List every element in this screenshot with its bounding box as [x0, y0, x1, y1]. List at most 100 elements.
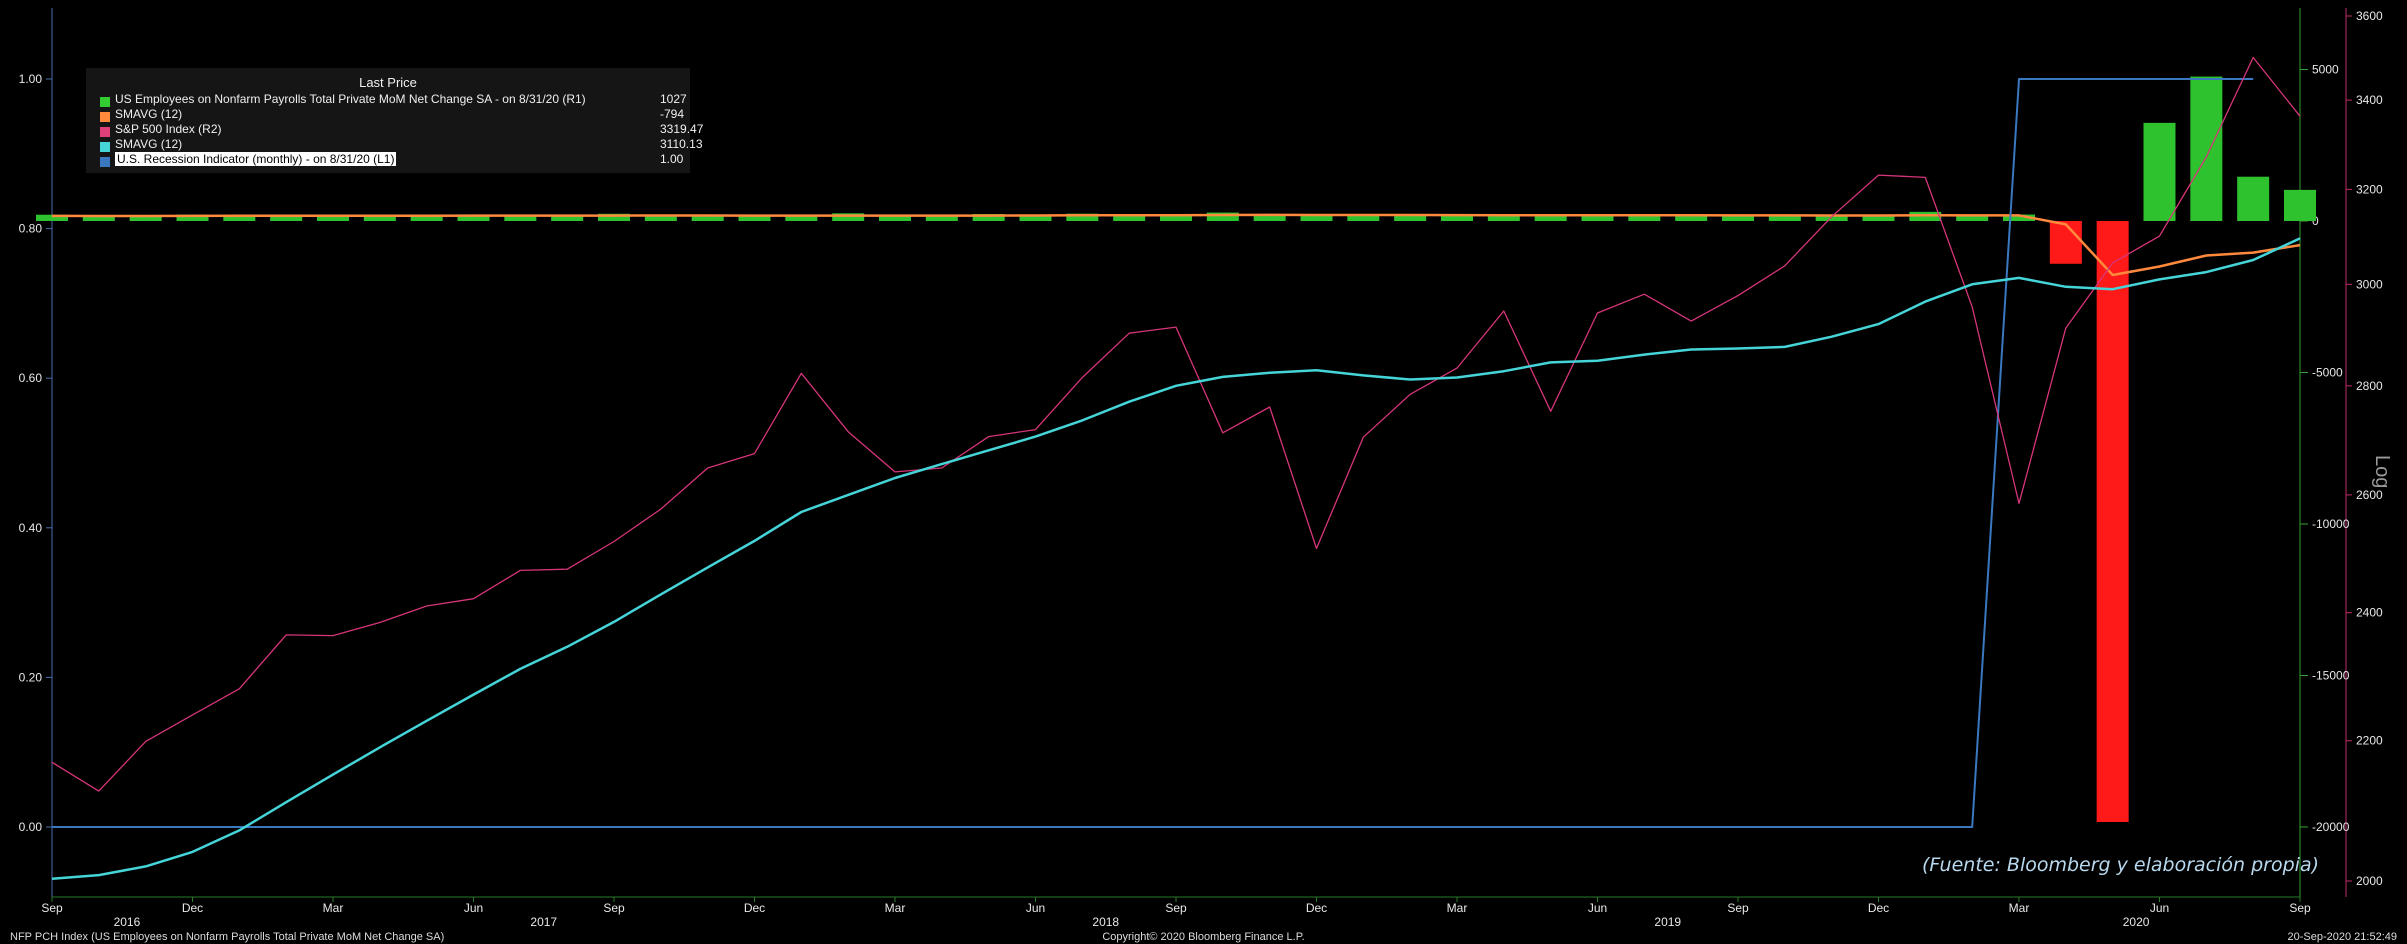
right-axis-sp500: 2000 2200 2400 2600 2800 3000 3200 3400 3600 Log	[2346, 9, 2393, 888]
payroll-bar	[2284, 189, 2316, 221]
payroll-bar	[1019, 214, 1052, 221]
right-axis-payrolls-tick-label: 5000	[2312, 63, 2339, 77]
right-axis-sp500-tick-label: 2800	[2356, 379, 2383, 393]
payroll-bar	[2190, 76, 2223, 221]
payroll-bar	[598, 213, 630, 221]
legend-value: -794	[660, 107, 685, 121]
payroll-bar	[1347, 214, 1380, 221]
x-axis-year-label: 2020	[2123, 915, 2150, 929]
right-axis-sp500-tick-label: 3200	[2356, 182, 2383, 196]
payroll-bar	[1441, 215, 1473, 221]
legend-value: 1027	[660, 92, 687, 106]
payroll-bar	[1675, 214, 1708, 221]
payroll-bar	[832, 213, 865, 221]
legend-label: US Employees on Nonfarm Payrolls Total P…	[115, 92, 586, 106]
left-axis-tick-label: 0.80	[19, 222, 43, 236]
payroll-bar	[925, 215, 958, 221]
legend-swatch	[100, 127, 110, 137]
payroll-bar	[1206, 212, 1239, 221]
legend-item-sp500[interactable]: S&P 500 Index (R2) 3319.47	[100, 122, 703, 137]
right-axis-sp500-tick-label: 3400	[2356, 93, 2383, 107]
payroll-bar	[82, 216, 115, 221]
payroll-bar	[2049, 221, 2082, 264]
x-axis-month-label: Jun	[1588, 901, 1607, 915]
x-axis-month-label: Mar	[1447, 901, 1468, 915]
x-axis-month-label: Dec	[1306, 901, 1327, 915]
payroll-bar	[2003, 214, 2035, 221]
legend-value: 1.00	[660, 152, 684, 166]
payroll-bar	[1815, 215, 1848, 221]
payroll-bar	[1956, 214, 1989, 221]
left-axis-tick-label: 0.40	[19, 521, 43, 535]
payroll-bar	[1768, 215, 1801, 221]
legend-swatch	[100, 142, 110, 152]
payroll-bar	[504, 215, 537, 221]
payroll-bar	[1160, 215, 1192, 221]
x-axis-month-label: Mar	[885, 901, 906, 915]
footer-security: NFP PCH Index (US Employees on Nonfarm P…	[10, 931, 445, 943]
payroll-bar	[223, 214, 256, 221]
payroll-bar	[1113, 214, 1146, 221]
payroll-smavg-line	[51, 213, 2301, 277]
payroll-bar	[1300, 215, 1333, 221]
right-axis-payrolls-tick-label: -15000	[2312, 669, 2350, 683]
right-axis-sp500-tick-label: 2200	[2356, 734, 2383, 748]
payroll-bar	[1581, 215, 1614, 221]
x-axis-year-label: 2019	[1654, 915, 1681, 929]
payroll-bar	[1253, 214, 1286, 221]
sp500-line	[51, 56, 2301, 792]
x-axis-month-label: Jun	[464, 901, 483, 915]
legend-value: 3319.47	[660, 122, 704, 136]
x-axis-month-label: Sep	[1727, 901, 1749, 915]
x-axis-month-label: Dec	[182, 901, 203, 915]
log-axis-label: Log	[2371, 455, 2393, 488]
footer-copyright: Copyright© 2020 Bloomberg Finance L.P.	[1102, 931, 1305, 943]
x-axis-year-label: 2016	[114, 915, 141, 929]
payroll-bar	[972, 214, 1005, 221]
left-axis-tick-label: 0.00	[19, 820, 43, 834]
payroll-bar	[2143, 122, 2176, 221]
right-axis-payrolls: 50000-5000-10000-15000-20000	[2300, 63, 2350, 834]
legend-swatch	[100, 157, 110, 167]
payroll-bar	[2096, 221, 2129, 823]
payroll-bar	[1487, 216, 1520, 221]
legend-item-sp500-smavg[interactable]: SMAVG (12) 3110.13	[100, 137, 703, 152]
right-axis-sp500-tick-label: 2600	[2356, 488, 2383, 502]
x-axis-month-label: Jun	[2150, 901, 2169, 915]
x-axis-month-label: Jun	[1026, 901, 1045, 915]
source-note: (Fuente: Bloomberg y elaboración propia)	[1921, 854, 2319, 876]
right-axis-sp500-tick-label: 2000	[2356, 874, 2383, 888]
payroll-bar	[1066, 213, 1099, 221]
left-axis-tick-label: 0.60	[19, 371, 43, 385]
left-axis-tick-label: 0.20	[19, 670, 43, 684]
x-axis-month-label: Mar	[323, 901, 344, 915]
payroll-bar	[2237, 176, 2270, 221]
payroll-bar	[691, 214, 724, 221]
x-axis-month-label: Mar	[2009, 901, 2030, 915]
left-axis: 0.00 0.20 0.40 0.60 0.80 1.00	[19, 72, 52, 834]
right-axis-payrolls-tick-label: -20000	[2312, 820, 2350, 834]
payroll-bar	[1534, 214, 1567, 221]
legend-label: SMAVG (12)	[115, 107, 183, 121]
payroll-bar	[317, 215, 349, 221]
legend-item-payrolls[interactable]: US Employees on Nonfarm Payrolls Total P…	[100, 92, 687, 107]
payroll-bar	[457, 215, 490, 221]
legend-value: 3110.13	[660, 137, 703, 151]
payroll-bar	[1862, 215, 1895, 221]
legend-header: Last Price	[359, 75, 417, 90]
payroll-bar	[410, 215, 443, 221]
payroll-bars	[36, 76, 2316, 823]
recession-indicator-line	[52, 78, 2254, 828]
sp500-smavg-line	[51, 237, 2301, 881]
legend-item-payroll-smavg[interactable]: SMAVG (12) -794	[100, 107, 684, 122]
legend-label: U.S. Recession Indicator (monthly) - on …	[115, 152, 397, 166]
payroll-bar	[644, 215, 677, 221]
right-axis-payrolls-tick-label: -5000	[2312, 366, 2343, 380]
legend-item-recession[interactable]: U.S. Recession Indicator (monthly) - on …	[100, 152, 683, 167]
payroll-bar	[738, 215, 771, 221]
x-axis-year-label: 2018	[1092, 915, 1119, 929]
left-axis-tick-label: 1.00	[19, 72, 43, 86]
x-axis-month-label: Sep	[1165, 901, 1187, 915]
payroll-bar	[1628, 216, 1661, 221]
